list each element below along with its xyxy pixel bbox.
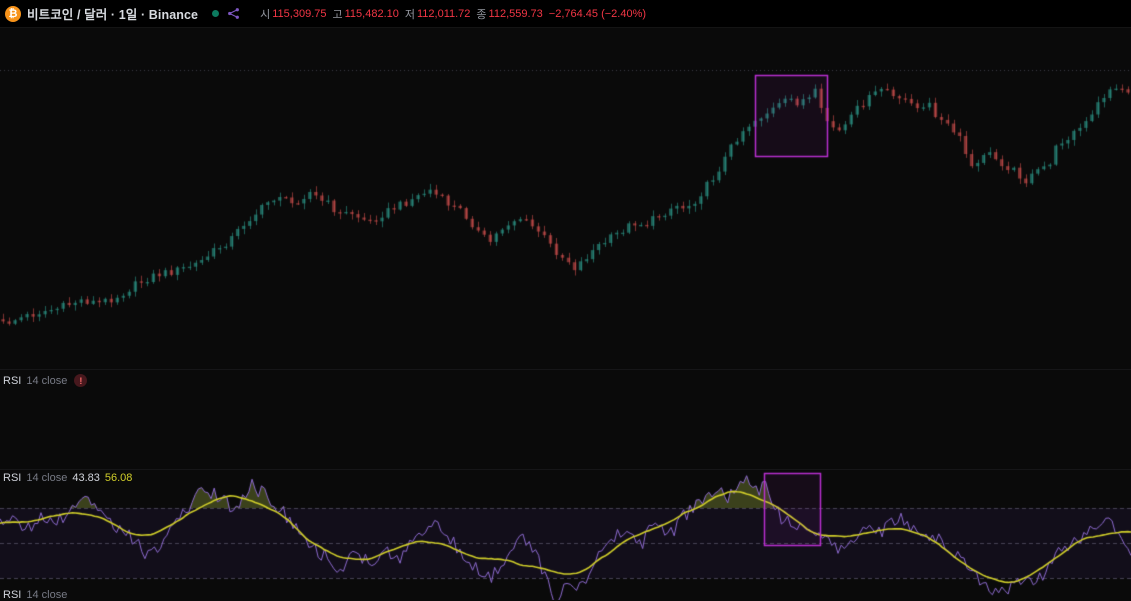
close-value: 112,559.73 (488, 7, 543, 20)
high-label: 고 (332, 8, 343, 21)
rsi-value: 43.83 (72, 472, 100, 484)
indicator-name: RSI (3, 472, 22, 484)
high-value: 115,482.10 (344, 7, 399, 20)
change-value: −2,764.45 (−2.40%) (548, 7, 647, 20)
close-label: 종 (476, 8, 487, 21)
bitcoin-icon: ₿ (5, 5, 21, 22)
low-label: 저 (404, 8, 415, 21)
market-status-icon (212, 10, 220, 17)
ohlc-legend: 시 115,309.75 고 115,482.10 저 112,011.72 종… (254, 6, 646, 22)
indicator-name: RSI (3, 374, 22, 387)
rsi-ma-value: 56.08 (104, 472, 133, 484)
indicator-params: 14 close (26, 589, 68, 601)
indicator-legend-rsi-bottom[interactable]: RSI 14 close (3, 589, 67, 601)
share-icon[interactable] (227, 7, 240, 20)
pane-divider[interactable] (0, 469, 1131, 470)
chart-header: ₿ 비트코인 / 달러 · 1일 · Binance 시 115,309.75 … (0, 0, 1131, 28)
open-value: 115,309.75 (272, 7, 327, 20)
indicator-params: 14 close (26, 472, 68, 484)
low-value: 112,011.72 (417, 7, 471, 20)
indicator-legend-rsi-error[interactable]: RSI 14 close ! (3, 374, 88, 387)
price-chart-canvas[interactable] (0, 28, 1131, 370)
indicator-name: RSI (3, 589, 22, 601)
pane-divider[interactable] (0, 369, 1131, 370)
rsi-chart-canvas[interactable] (0, 470, 1131, 600)
open-label: 시 (260, 8, 271, 21)
indicator-legend-rsi[interactable]: RSI 14 close 43.83 56.08 (3, 472, 132, 484)
symbol-title[interactable]: 비트코인 / 달러 · 1일 · Binance (27, 8, 199, 22)
indicator-params: 14 close (26, 374, 68, 387)
error-icon[interactable]: ! (74, 374, 88, 387)
